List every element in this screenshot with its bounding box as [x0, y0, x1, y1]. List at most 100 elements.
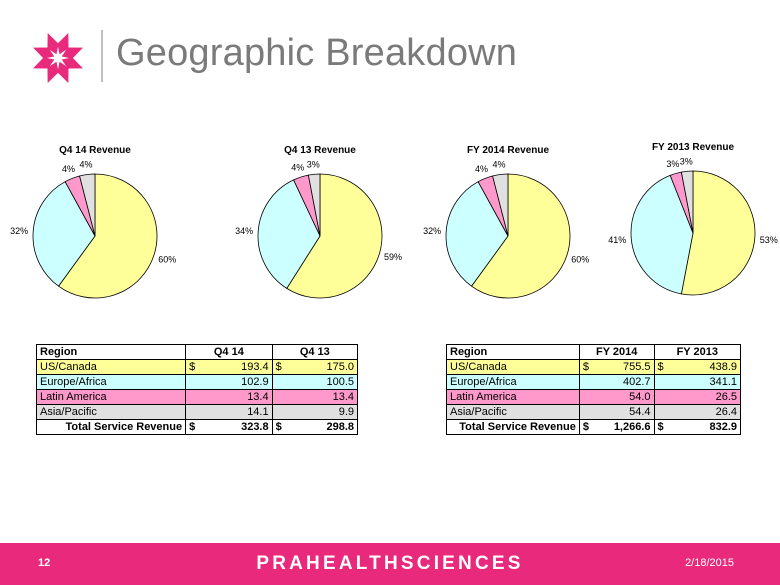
pie-svg: 59% 34% 4% 3% — [235, 159, 402, 299]
pie-chart-fy-2013: FY 2013 Revenue 53% 41% 3% 3% — [608, 142, 778, 312]
label-asia-pacific: 3% — [680, 156, 693, 166]
slice-asia-pacific — [492, 173, 509, 237]
value-cell: 26.5 — [653, 389, 742, 405]
logo-petal — [61, 57, 83, 69]
slice-europe-africa — [445, 181, 509, 287]
logo-petal — [47, 61, 59, 83]
label-us-canada: 60% — [158, 255, 176, 265]
logo-petal — [57, 61, 69, 83]
slice-asia-pacific — [307, 173, 321, 237]
table-row: Latin America 54.0 26.5 — [446, 389, 742, 405]
currency-cell: $ — [185, 359, 201, 375]
value-cell: 402.7 — [578, 374, 655, 390]
value-cell: 54.4 — [578, 404, 655, 420]
table-row: US/Canada $ 193.4 $ 175.0 — [35, 359, 358, 375]
value-cell: 832.9 — [666, 419, 741, 435]
slice-us-canada — [286, 173, 383, 299]
value-cell: 102.9 — [185, 374, 273, 390]
value-cell: 755.5 — [592, 359, 655, 375]
currency-cell: $ — [578, 419, 593, 435]
header-region: Region — [446, 344, 580, 360]
value-cell: 1,266.6 — [592, 419, 655, 435]
currency-cell: $ — [578, 359, 593, 375]
label-us-canada: 53% — [760, 235, 778, 245]
pie-svg: 60% 32% 4% 4% — [423, 160, 589, 299]
label-europe-africa: 41% — [608, 235, 626, 245]
value-cell: 9.9 — [271, 404, 359, 420]
total-label: Total Service Revenue — [35, 419, 187, 435]
slice-europe-africa — [257, 179, 321, 289]
label-latin-america: 3% — [666, 159, 679, 169]
pie-chart-fy-2014: FY 2014 Revenue 60% 32% 4% 4% — [423, 145, 593, 315]
logo-petal — [47, 33, 59, 55]
region-cell: US/Canada — [35, 359, 187, 375]
table-row: Europe/Africa 402.7 341.1 — [446, 374, 742, 390]
label-us-canada: 60% — [571, 255, 589, 265]
label-latin-america: 4% — [62, 164, 75, 174]
slice-us-canada — [471, 173, 571, 299]
company-logo-icon — [33, 33, 83, 83]
header-col2: FY 2013 — [653, 344, 742, 360]
table-total-row: Total Service Revenue $ 323.8 $ 298.8 — [35, 419, 358, 435]
currency-cell: $ — [271, 419, 287, 435]
page-number: 12 — [38, 557, 51, 569]
region-cell: US/Canada — [446, 359, 580, 375]
pie-title: FY 2014 Revenue — [466, 145, 550, 156]
region-cell: Latin America — [35, 389, 187, 405]
logo-petal — [33, 47, 55, 59]
footer-bar: 12 PRAHEALTHSCIENCES 2/18/2015 — [0, 543, 780, 585]
value-cell: 14.1 — [185, 404, 273, 420]
value-cell: 438.9 — [666, 359, 741, 375]
label-us-canada: 59% — [384, 252, 402, 262]
label-europe-africa: 32% — [423, 226, 441, 236]
region-cell: Europe/Africa — [446, 374, 580, 390]
value-cell: 26.4 — [653, 404, 742, 420]
region-cell: Asia/Pacific — [35, 404, 187, 420]
value-cell: 13.4 — [271, 389, 359, 405]
pie-chart-q4-13: Q4 13 Revenue 59% 34% 4% 3% — [235, 145, 405, 315]
annual-revenue-table: Region FY 2014 FY 2013 US/Canada $ 755.5… — [446, 344, 742, 435]
table-header-row: Region FY 2014 FY 2013 — [446, 344, 742, 360]
footer-date: 2/18/2015 — [685, 557, 734, 569]
value-cell: 13.4 — [185, 389, 273, 405]
value-cell: 193.4 — [200, 359, 273, 375]
pie-chart-q4-14: Q4 14 Revenue 60% 32% 4% 4% — [10, 145, 180, 315]
label-latin-america: 4% — [475, 164, 488, 174]
pie-title: Q4 14 Revenue — [59, 145, 131, 156]
label-europe-africa: 32% — [10, 226, 28, 236]
total-label: Total Service Revenue — [446, 419, 580, 435]
logo-petal — [61, 47, 83, 59]
pie-svg: 53% 41% 3% 3% — [608, 156, 778, 296]
page-title: Geographic Breakdown — [116, 32, 518, 74]
label-asia-pacific: 3% — [307, 159, 320, 169]
currency-cell: $ — [185, 419, 201, 435]
slice-europe-africa — [32, 181, 96, 287]
table-row: Asia/Pacific 54.4 26.4 — [446, 404, 742, 420]
quarterly-revenue-table: Region Q4 14 Q4 13 US/Canada $ 193.4 $ 1… — [35, 344, 359, 435]
region-cell: Latin America — [446, 389, 580, 405]
header-col1: Q4 14 — [185, 344, 273, 360]
table-header-row: Region Q4 14 Q4 13 — [35, 344, 359, 360]
label-europe-africa: 34% — [235, 226, 253, 236]
region-cell: Asia/Pacific — [446, 404, 580, 420]
slice-asia-pacific — [680, 170, 694, 234]
currency-cell: $ — [653, 359, 667, 375]
table-row: US/Canada $ 755.5 $ 438.9 — [446, 359, 741, 375]
header-region: Region — [35, 344, 187, 360]
header-col1: FY 2014 — [578, 344, 655, 360]
brand-wordmark: PRAHEALTHSCIENCES — [256, 553, 524, 574]
title-divider — [101, 30, 103, 82]
value-cell: 323.8 — [200, 419, 273, 435]
slice-us-canada — [680, 170, 756, 296]
value-cell: 175.0 — [286, 359, 358, 375]
table-total-row: Total Service Revenue $ 1,266.6 $ 832.9 — [446, 419, 741, 435]
value-cell: 341.1 — [653, 374, 742, 390]
label-asia-pacific: 4% — [79, 160, 92, 170]
slice-us-canada — [58, 173, 158, 299]
value-cell: 54.0 — [578, 389, 655, 405]
label-asia-pacific: 4% — [492, 160, 505, 170]
table-row: Asia/Pacific 14.1 9.9 — [35, 404, 359, 420]
logo-petal — [33, 57, 55, 69]
slice-europe-africa — [630, 174, 694, 295]
header-col2: Q4 13 — [271, 344, 359, 360]
